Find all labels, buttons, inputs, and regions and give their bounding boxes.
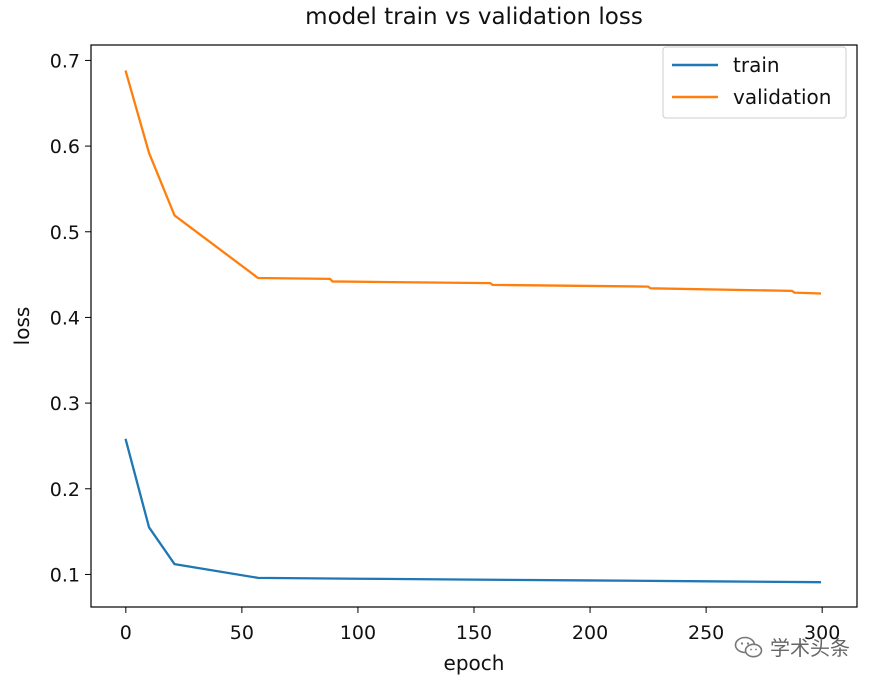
- y-tick-label: 0.4: [50, 307, 80, 329]
- x-tick-label: 200: [572, 622, 608, 644]
- plot-area: [90, 44, 858, 608]
- series-line-validation: [124, 70, 822, 295]
- y-tick-label: 0.6: [50, 136, 80, 158]
- series-layer: [124, 70, 822, 584]
- watermark: 学术头条: [734, 632, 850, 661]
- x-tick-label: 250: [688, 622, 724, 644]
- legend: train validation: [662, 46, 847, 119]
- legend-label-validation: validation: [733, 85, 831, 109]
- x-tick-label: 100: [340, 622, 376, 644]
- plot-frame: [90, 44, 858, 608]
- y-tick-label: 0.1: [50, 564, 80, 586]
- watermark-text: 学术头条: [770, 636, 850, 660]
- x-tick-label: 0: [120, 622, 132, 644]
- x-axis-ticks: 0 50 100 150 200 250 300: [120, 607, 840, 644]
- legend-label-train: train: [733, 53, 780, 77]
- chart-title: model train vs validation loss: [305, 4, 643, 30]
- x-tick-label: 300: [804, 622, 840, 644]
- x-tick-label: 50: [230, 622, 254, 644]
- y-axis-label: loss: [10, 307, 34, 346]
- x-tick-label: 150: [456, 622, 492, 644]
- y-tick-label: 0.3: [50, 393, 80, 415]
- y-axis-ticks: 0.1 0.2 0.3 0.4 0.5 0.6 0.7: [50, 50, 91, 586]
- series-line-train: [124, 438, 822, 584]
- x-axis-label: epoch: [444, 651, 505, 675]
- y-tick-label: 0.5: [50, 222, 80, 244]
- wechat-icon: [734, 636, 763, 657]
- y-tick-label: 0.7: [50, 50, 80, 72]
- y-tick-label: 0.2: [50, 479, 80, 501]
